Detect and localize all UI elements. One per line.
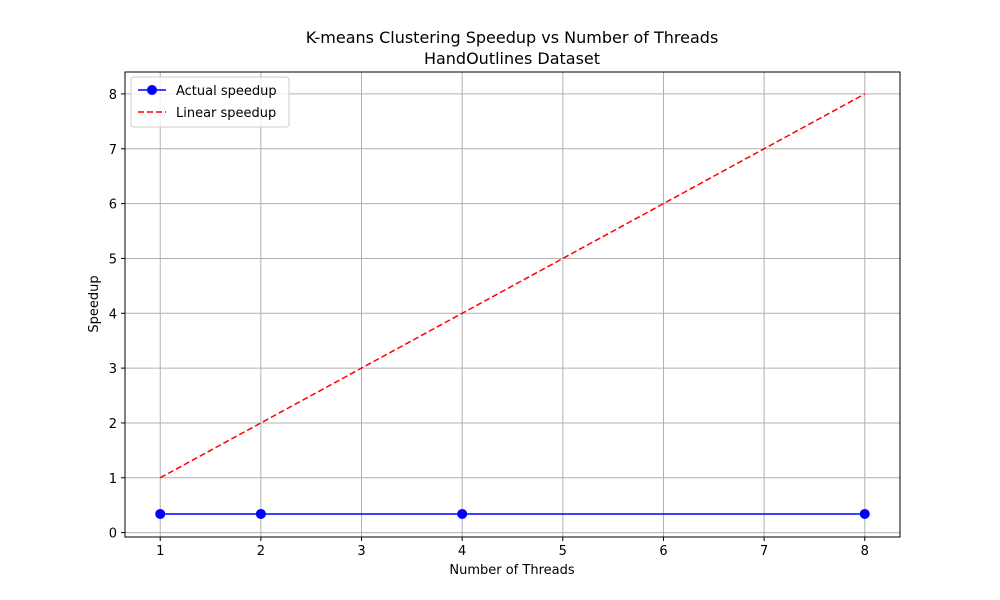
legend: Actual speedup Linear speedup [130, 76, 290, 128]
x-tick-label: 4 [458, 544, 466, 559]
series-line-linear [159, 93, 866, 479]
x-tick-label: 2 [257, 544, 265, 559]
y-tick-label: 3 [109, 362, 117, 377]
legend-box [130, 76, 290, 128]
y-tick-label: 2 [109, 417, 117, 432]
plot-frame [124, 71, 901, 538]
data-point-marker [457, 508, 468, 519]
legend-label-actual: Actual speedup [176, 84, 277, 99]
y-tick-label: 8 [109, 88, 117, 103]
y-tick-label: 4 [109, 307, 117, 322]
x-tick-label: 6 [659, 544, 667, 559]
y-tick-label: 7 [109, 143, 117, 158]
x-tick-label: 7 [760, 544, 768, 559]
x-tick-label: 5 [559, 544, 567, 559]
y-tick-label: 5 [109, 252, 117, 267]
chart-title: K-means Clustering Speedup vs Number of … [306, 28, 719, 47]
data-series [155, 93, 870, 519]
x-tick-label: 8 [861, 544, 869, 559]
x-tick-label: 3 [357, 544, 365, 559]
data-point-marker [859, 508, 870, 519]
y-tick-label: 6 [109, 198, 117, 213]
data-point-marker [155, 508, 166, 519]
x-axis-label: Number of Threads [449, 563, 574, 578]
y-axis-label: Speedup [87, 275, 102, 332]
y-tick-label: 0 [109, 527, 117, 542]
legend-label-linear: Linear speedup [176, 106, 276, 121]
y-tick-label: 1 [109, 472, 117, 487]
axes: 1 2 3 4 5 6 7 8 0 1 2 3 4 5 6 7 8 [109, 71, 901, 559]
grid-lines [125, 72, 900, 537]
chart-subtitle: HandOutlines Dataset [424, 49, 600, 68]
data-point-marker [255, 508, 266, 519]
x-tick-label: 1 [156, 544, 164, 559]
legend-marker-actual [147, 85, 157, 95]
